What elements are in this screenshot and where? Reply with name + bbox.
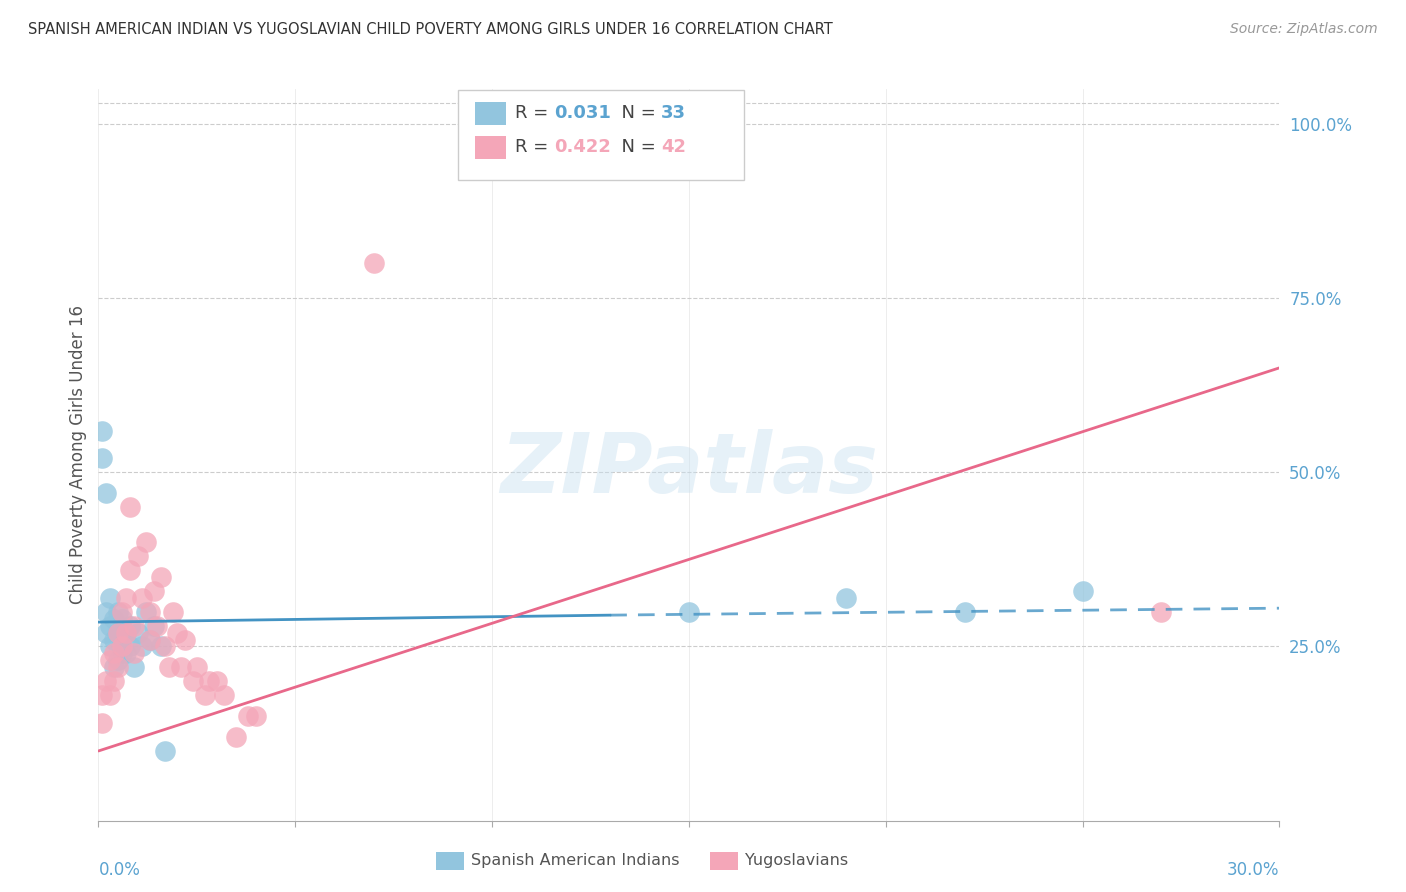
Point: [122, 647, 145, 661]
Point: [205, 674, 228, 689]
Point: [111, 632, 134, 647]
Point: [186, 660, 208, 674]
Point: [107, 625, 129, 640]
Point: [118, 563, 141, 577]
Point: [107, 605, 129, 619]
Point: [111, 640, 134, 654]
Point: [1071, 583, 1094, 598]
Point: [115, 591, 138, 605]
Text: 0.031: 0.031: [554, 104, 610, 122]
Point: [103, 660, 125, 674]
Point: [142, 618, 165, 632]
Point: [174, 632, 197, 647]
Point: [118, 618, 141, 632]
Point: [138, 632, 160, 647]
Text: R =: R =: [515, 138, 554, 156]
Text: ZIPatlas: ZIPatlas: [501, 429, 877, 510]
Point: [131, 591, 153, 605]
Text: N =: N =: [610, 138, 662, 156]
Point: [214, 688, 236, 702]
Point: [98, 688, 121, 702]
Point: [98, 618, 121, 632]
Text: SPANISH AMERICAN INDIAN VS YUGOSLAVIAN CHILD POVERTY AMONG GIRLS UNDER 16 CORREL: SPANISH AMERICAN INDIAN VS YUGOSLAVIAN C…: [28, 22, 832, 37]
Point: [155, 640, 177, 654]
Point: [96, 605, 118, 619]
Text: Yugoslavians: Yugoslavians: [745, 854, 848, 868]
Point: [91, 688, 114, 702]
Point: [146, 618, 169, 632]
Point: [135, 605, 157, 619]
Text: 30.0%: 30.0%: [1227, 861, 1279, 879]
Point: [225, 730, 247, 744]
Point: [107, 660, 129, 674]
Text: 0.0%: 0.0%: [98, 861, 141, 879]
Point: [103, 674, 125, 689]
Point: [245, 709, 267, 723]
Point: [236, 709, 259, 723]
Point: [91, 424, 114, 438]
Point: [150, 640, 173, 654]
Point: [127, 549, 149, 563]
Point: [103, 632, 125, 647]
Point: [197, 674, 219, 689]
Point: [1150, 605, 1173, 619]
Point: [138, 605, 160, 619]
Point: [122, 618, 145, 632]
Point: [118, 500, 141, 515]
Text: 33: 33: [661, 104, 686, 122]
Point: [131, 640, 153, 654]
Point: [194, 688, 217, 702]
Point: [118, 640, 141, 654]
Point: [115, 625, 138, 640]
Point: [127, 625, 149, 640]
Point: [96, 486, 118, 500]
Text: N =: N =: [610, 104, 662, 122]
Text: Source: ZipAtlas.com: Source: ZipAtlas.com: [1230, 22, 1378, 37]
Point: [181, 674, 204, 689]
Point: [122, 660, 145, 674]
Point: [111, 612, 134, 626]
Point: [98, 653, 121, 667]
Point: [142, 583, 165, 598]
Point: [155, 744, 177, 758]
Text: Spanish American Indians: Spanish American Indians: [471, 854, 679, 868]
Point: [166, 625, 188, 640]
Point: [115, 647, 138, 661]
Point: [107, 625, 129, 640]
Text: 42: 42: [661, 138, 686, 156]
Text: R =: R =: [515, 104, 554, 122]
Y-axis label: Child Poverty Among Girls Under 16: Child Poverty Among Girls Under 16: [69, 305, 87, 605]
Point: [115, 625, 138, 640]
Point: [91, 451, 114, 466]
Point: [138, 632, 160, 647]
Point: [363, 256, 385, 270]
Point: [111, 647, 134, 661]
Point: [170, 660, 193, 674]
Point: [96, 674, 118, 689]
Point: [96, 625, 118, 640]
Point: [953, 605, 976, 619]
Point: [98, 591, 121, 605]
Point: [111, 605, 134, 619]
Point: [135, 535, 157, 549]
Text: 0.422: 0.422: [554, 138, 610, 156]
Point: [91, 716, 114, 731]
Point: [678, 605, 700, 619]
Point: [835, 591, 858, 605]
Point: [107, 653, 129, 667]
Point: [103, 612, 125, 626]
Point: [162, 605, 184, 619]
Point: [150, 570, 173, 584]
Point: [98, 640, 121, 654]
Point: [157, 660, 180, 674]
Point: [103, 647, 125, 661]
